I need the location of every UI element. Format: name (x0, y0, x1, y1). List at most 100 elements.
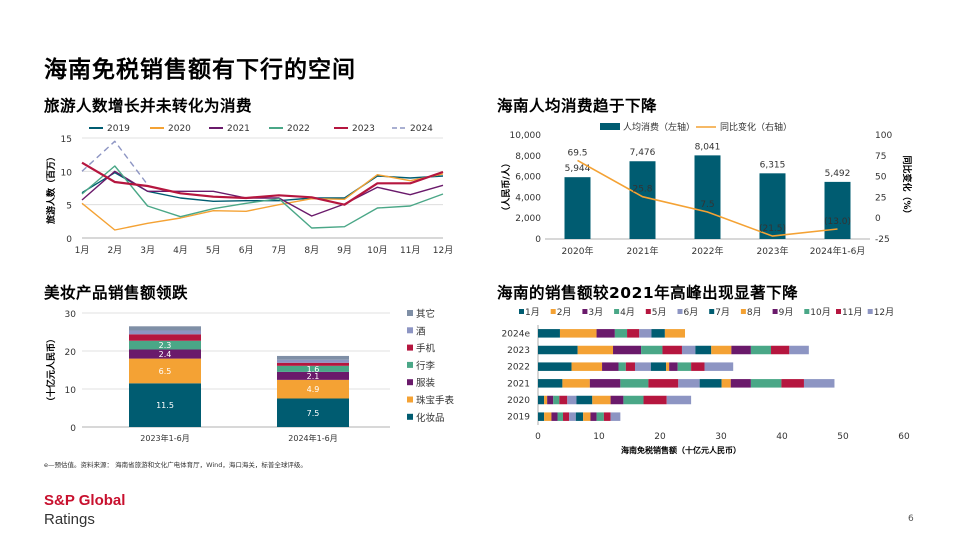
legend-swatch (407, 327, 413, 334)
y-right-tick-label: -25 (875, 235, 890, 245)
segment-data-label: 6.5 (159, 367, 172, 376)
bar-data-label: 6,315 (760, 160, 786, 170)
legend-swatch (740, 309, 746, 314)
bar-data-label: 5,492 (825, 169, 851, 179)
legend-label: 人均消费（左轴） (623, 121, 695, 133)
bar (759, 173, 786, 239)
y-tick-label: 0 (70, 424, 76, 434)
bar-data-label: 8,041 (695, 142, 721, 152)
legend-label: 手机 (416, 343, 436, 355)
x-axis-label: 海南免税销售额（十亿元人民币） (621, 445, 741, 455)
spend-chart-title: 海南人均消费趋于下降 (497, 97, 658, 115)
legend-label: 2020 (168, 124, 191, 134)
footnote: e—预估值。资料来源： 海南省旅游和文化广电体育厅，Wind，海口海关，标普全球… (44, 461, 307, 469)
x-tick-label: 5月 (206, 245, 221, 256)
legend-swatch (407, 413, 413, 420)
x-tick-label: 2021年 (627, 245, 659, 257)
stack-segment (627, 329, 640, 338)
series-line-2021 (81, 170, 444, 217)
stack-segment (666, 362, 670, 371)
x-tick-label: 9月 (337, 245, 352, 256)
stack-segment (721, 379, 731, 388)
stack-segment (557, 412, 564, 421)
page-title: 海南免税销售额有下行的空间 (44, 57, 356, 83)
stack-segment (563, 412, 570, 421)
legend-label: 2021 (227, 124, 250, 134)
x-tick-label: 2024年1-6月 (288, 433, 337, 443)
stack-segment (129, 330, 201, 335)
stack-segment (538, 379, 563, 388)
y-right-tick-label: 0 (875, 214, 881, 224)
legend-swatch (550, 309, 556, 314)
legend-label: 7月 (715, 307, 730, 318)
legend-label: 其它 (416, 308, 435, 320)
stack-segment (648, 379, 679, 388)
legend-label: 化妆品 (416, 412, 445, 424)
stack-segment (681, 345, 696, 355)
stack-segment (277, 365, 349, 372)
legend-label: 同比变化（右轴） (720, 121, 792, 133)
yoy-line (577, 159, 838, 237)
stack-segment (711, 345, 732, 355)
stack-segment (730, 379, 751, 388)
bar (694, 155, 721, 239)
x-tick-label: 11月 (400, 245, 420, 256)
y-right-tick-label: 50 (875, 173, 887, 183)
legend-swatch-bar (600, 123, 620, 130)
legend-label: 服装 (416, 377, 436, 389)
line-data-label: 7.5 (700, 200, 714, 210)
stack-segment (129, 334, 201, 341)
stack-segment (551, 412, 558, 421)
y-tick-label: 0 (66, 235, 72, 245)
segment-data-label: 2.1 (307, 372, 320, 381)
x-tick-label: 30 (715, 432, 727, 442)
stack-segment (691, 362, 705, 371)
stack-segment (750, 345, 772, 355)
x-tick-label: 2月 (107, 245, 122, 256)
y-tick-label: 10 (65, 386, 77, 396)
series-line-2023 (81, 161, 444, 206)
stack-segment (603, 412, 611, 421)
stack-segment (625, 362, 635, 371)
logo-sp-global: S&P Global (44, 492, 126, 509)
segment-data-label: 4.9 (307, 385, 320, 394)
stack-segment (781, 379, 804, 388)
legend-label: 6月 (684, 307, 699, 318)
stack-segment (634, 362, 651, 371)
stack-segment (641, 345, 663, 355)
y-tick-label: 30 (65, 310, 77, 320)
y-left-tick-label: 6,000 (515, 173, 541, 183)
stack-segment (771, 345, 790, 355)
stack-segment (277, 359, 349, 363)
stack-segment (553, 395, 560, 405)
stack-segment (750, 379, 782, 388)
stack-segment (731, 345, 751, 355)
y-left-tick-label: 10,000 (510, 131, 542, 141)
x-tick-label: 7月 (272, 245, 287, 256)
stack-segment (538, 329, 560, 338)
x-tick-label: 10 (593, 432, 605, 442)
y-right-tick-label: 100 (875, 131, 892, 141)
stack-segment (602, 362, 619, 371)
stack-segment (699, 379, 722, 388)
legend-swatch (407, 396, 413, 403)
stack-segment (651, 329, 665, 338)
segment-data-label: 2.4 (159, 350, 172, 359)
bar-data-label: 5,944 (565, 164, 591, 174)
legend-swatch (867, 309, 873, 314)
y-left-tick-label: 0 (535, 235, 541, 245)
stack-segment (567, 395, 577, 405)
monthly-stacked-barh-chart: 0 10 20 30 40 50 60 海南免税销售额（十亿元人民币） 2024e 2023 202… (502, 307, 910, 455)
legend-label: 2019 (107, 124, 130, 134)
legend-swatch (772, 309, 778, 314)
stack-segment (614, 329, 628, 338)
y-tick-label: 10 (61, 168, 73, 178)
stack-segment (664, 329, 686, 338)
stack-segment (695, 345, 712, 355)
x-tick-label: 12月 (433, 245, 453, 256)
stack-segment (544, 395, 548, 405)
stack-segment (643, 395, 667, 405)
stack-segment (610, 412, 621, 421)
stack-segment (678, 379, 700, 388)
y-left-tick-label: 4,000 (515, 193, 541, 203)
